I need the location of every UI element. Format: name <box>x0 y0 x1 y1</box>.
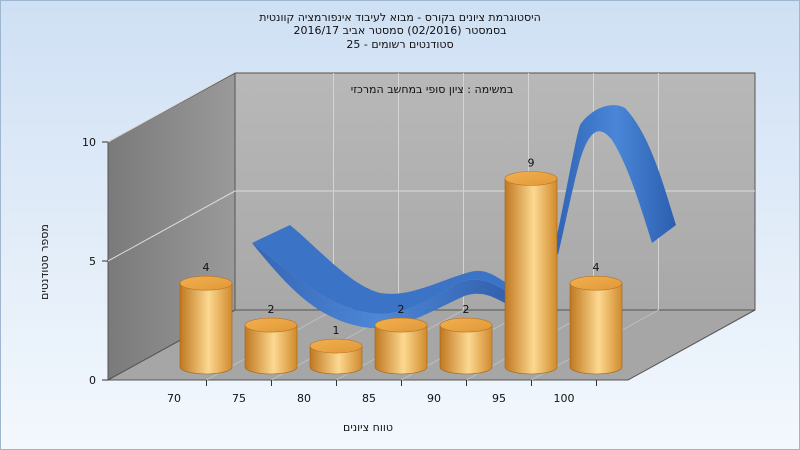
bar-value-label: 2 <box>398 303 405 316</box>
y-tick-label: 5 <box>89 255 96 268</box>
bar-value-label: 9 <box>528 157 535 170</box>
x-tick-label: 90 <box>427 392 441 405</box>
chart-title-line-3: סטודנטים רשומים - 25 <box>346 38 454 51</box>
x-ticks: 70 75 80 85 90 95 100 <box>167 380 597 405</box>
x-tick-label: 85 <box>362 392 376 405</box>
x-tick-label: 95 <box>492 392 506 405</box>
x-axis-label: טווח ציונים <box>343 421 393 434</box>
bar-100 <box>569 275 623 375</box>
bar-95 <box>504 171 558 375</box>
bar-85 <box>374 317 428 375</box>
bar-value-label: 1 <box>333 324 340 337</box>
bar-value-label: 4 <box>593 261 600 274</box>
bar-value-label: 4 <box>203 261 210 274</box>
grid-line-side <box>107 71 236 143</box>
chart-title-line-2: בסמסטר (02/2016) סמסטר אביב 2016/17 <box>293 24 507 37</box>
chart-title-line-1: היסטוגרמת ציונים בקורס - מבוא לעיבוד אינ… <box>259 11 541 24</box>
y-axis-label: מספר סטודנטים <box>38 224 51 300</box>
trend-ribbon <box>252 105 676 329</box>
chart-subtitle: במשימה : ציון סופי במחשב המרכזי <box>351 83 514 96</box>
bar-value-label: 2 <box>268 303 275 316</box>
x-tick-label: 100 <box>554 392 575 405</box>
y-tick-label: 10 <box>82 136 96 149</box>
x-tick-label: 75 <box>232 392 246 405</box>
bar-70 <box>179 275 233 375</box>
x-tick-label: 70 <box>167 392 181 405</box>
bar-value-label: 2 <box>463 303 470 316</box>
x-tick-label: 80 <box>297 392 311 405</box>
y-ticks: 0 5 10 <box>82 136 108 387</box>
bar-80 <box>309 338 363 375</box>
y-tick-label: 0 <box>89 374 96 387</box>
bar-75 <box>244 317 298 375</box>
grid-line-side <box>107 190 236 262</box>
bar-value-labels: 4 2 1 2 2 9 4 <box>203 157 600 338</box>
bars <box>179 171 623 375</box>
bar-90 <box>439 317 493 375</box>
